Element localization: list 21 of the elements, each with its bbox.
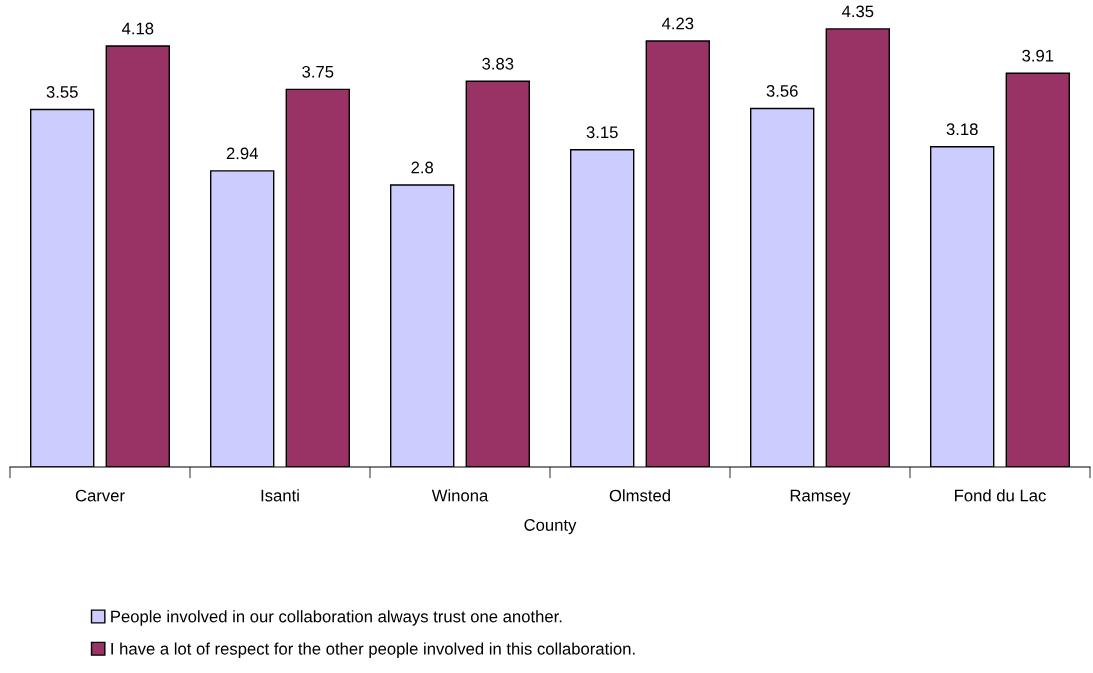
x-tick-label: Isanti (261, 489, 299, 502)
data-label: 3.56 (766, 85, 798, 97)
data-label: 2.8 (411, 161, 434, 174)
x-tick-label: Carver (75, 489, 125, 502)
data-label: 2.94 (226, 147, 258, 160)
x-tick-label: Fond du Lac (955, 489, 1046, 502)
data-label: 3.75 (302, 65, 334, 78)
data-label: 3.18 (946, 123, 978, 136)
x-tick-label: Olmsted (609, 489, 670, 502)
data-label: 4.35 (841, 5, 874, 18)
legend-label: I have a lot of respect for the other people involved in this collaboration. (111, 642, 635, 658)
data-label: 3.55 (46, 86, 78, 98)
data-label: 4.18 (121, 22, 154, 35)
legend-label: People involved in our collaboration always trust one another. (111, 610, 562, 626)
x-tick-label: Winona (431, 489, 489, 502)
data-label: 3.15 (586, 126, 618, 139)
data-label: 3.83 (482, 57, 514, 70)
x-axis-title: County (524, 519, 577, 535)
x-tick-label: Ramsey (790, 489, 851, 505)
data-label: 4.23 (661, 17, 694, 30)
data-label: 3.91 (1022, 49, 1054, 62)
